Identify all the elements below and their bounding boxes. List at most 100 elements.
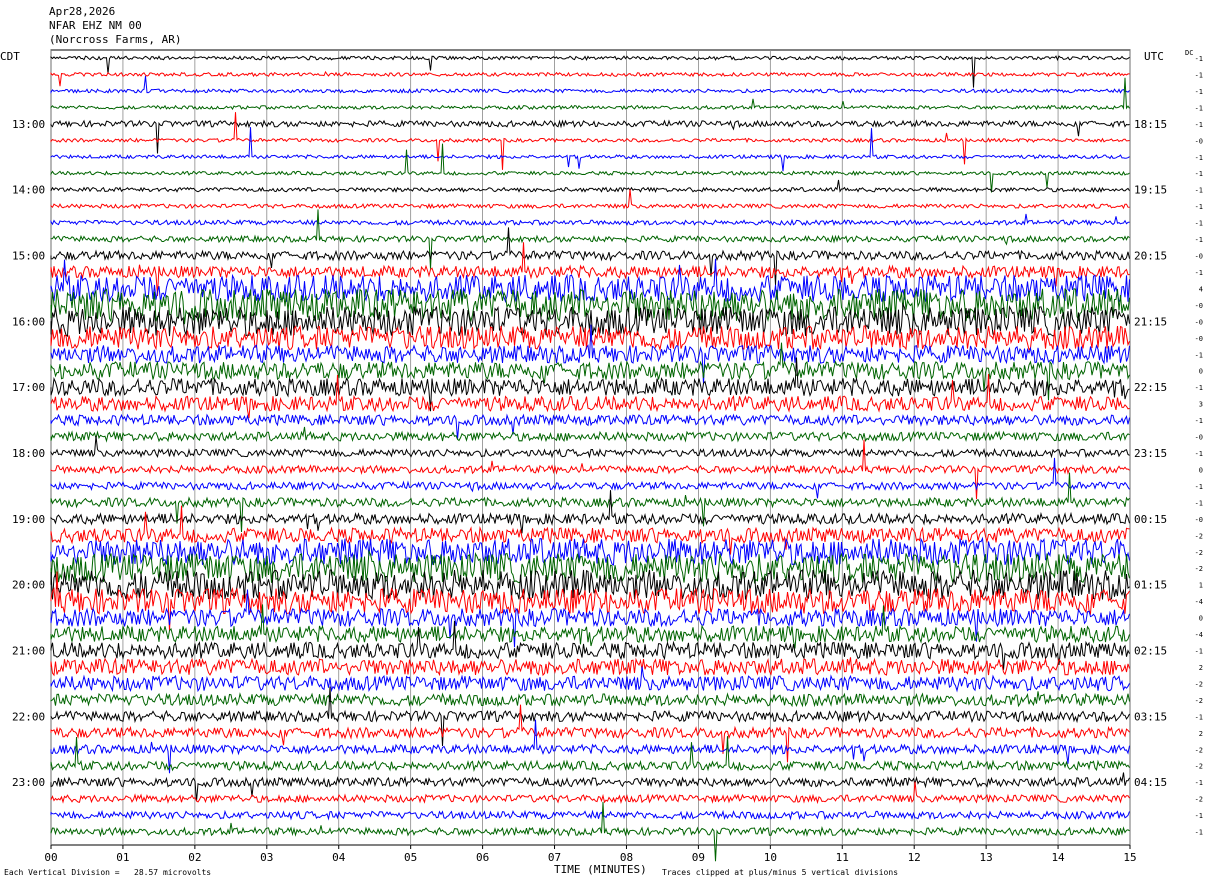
trace-36 [50,620,1130,670]
trace-26 [50,457,1130,499]
trace-5 [50,112,1130,170]
dc-offset-8: -1 [1195,187,1203,195]
x-tick-label-15: 15 [1123,851,1136,864]
dc-offset-32: 1 [1199,582,1203,590]
trace-9 [50,189,1130,210]
dc-offset-13: -1 [1195,269,1203,277]
dc-offset-31: -2 [1195,565,1203,573]
dc-offset-15: -0 [1195,302,1203,310]
trace-44 [50,772,1130,802]
right-hour-label: 22:15 [1134,381,1167,394]
location-label: (Norcross Farms, AR) [49,33,182,46]
dc-offset-7: -1 [1195,170,1203,178]
right-hour-label: 01:15 [1134,579,1167,592]
dc-offset-29: -2 [1195,532,1203,540]
dc-offset-19: 0 [1199,368,1203,376]
dc-offset-37: 2 [1199,664,1203,672]
right-timezone-label: UTC [1144,50,1164,63]
x-tick-label-03: 03 [260,851,273,864]
trace-33 [50,571,1130,631]
right-hour-label: 19:15 [1134,184,1167,197]
trace-46 [50,809,1130,821]
dc-offset-10: -1 [1195,220,1203,228]
right-hour-label: 00:15 [1134,513,1167,526]
left-hour-label: 21:00 [12,645,45,658]
x-tick-label-14: 14 [1051,851,1065,864]
trace-29 [50,505,1130,555]
dc-offset-34: 0 [1199,615,1203,623]
dc-offset-26: -1 [1195,483,1203,491]
dc-offset-44: -1 [1195,779,1203,787]
trace-20 [50,357,1130,412]
trace-0 [50,55,1130,88]
x-tick-label-08: 08 [620,851,633,864]
x-tick-label-01: 01 [116,851,129,864]
trace-19 [50,342,1130,401]
left-hour-label: 18:00 [12,447,45,460]
dc-offset-45: -2 [1195,796,1203,804]
trace-15 [50,288,1130,325]
trace-42 [50,719,1130,774]
trace-3 [50,77,1130,111]
trace-21 [50,373,1130,419]
scale-note: Each Vertical Division = 28.57 microvolt… [4,868,212,877]
dc-offset-9: -1 [1195,203,1203,211]
left-hour-label: 13:00 [12,118,45,131]
dc-column-label: DC [1185,49,1194,57]
trace-10 [50,213,1130,227]
dc-offset-2: -1 [1195,88,1203,96]
x-tick-label-12: 12 [908,851,921,864]
x-axis-title: TIME (MINUTES) [554,863,647,876]
trace-4 [50,119,1130,154]
dc-offset-17: -0 [1195,335,1203,343]
trace-30 [50,536,1130,567]
trace-12 [50,227,1130,286]
dc-offset-0: -1 [1195,55,1203,63]
trace-39 [50,691,1130,708]
left-hour-label: 14:00 [12,184,45,197]
trace-8 [50,179,1130,193]
dc-offset-30: -2 [1195,549,1203,557]
x-tick-label-09: 09 [692,851,705,864]
trace-18 [50,324,1130,384]
dc-offset-3: -1 [1195,104,1203,112]
trace-47 [50,801,1130,862]
dc-offset-5: -0 [1195,137,1203,145]
trace-40 [50,686,1130,747]
dc-offset-47: -1 [1195,829,1203,837]
date-label: Apr28,2026 [49,5,116,18]
dc-offset-40: -1 [1195,713,1203,721]
trace-43 [50,736,1130,772]
dc-offset-42: -2 [1195,746,1203,754]
x-tick-label-10: 10 [764,851,777,864]
x-tick-label-05: 05 [404,851,417,864]
left-hour-label: 23:00 [12,776,45,789]
dc-offset-28: -0 [1195,516,1203,524]
x-tick-label-02: 02 [188,851,201,864]
dc-offset-35: -4 [1195,631,1203,639]
dc-offset-39: -2 [1195,697,1203,705]
dc-offset-22: -1 [1195,417,1203,425]
dc-offset-11: -1 [1195,236,1203,244]
trace-1 [50,70,1130,87]
clip-note: Traces clipped at plus/minus 5 vertical … [662,868,899,877]
x-tick-label-07: 07 [548,851,561,864]
trace-38 [50,666,1130,693]
left-timezone-label: CDT [0,50,20,63]
trace-32 [50,569,1130,601]
x-tick-label-06: 06 [476,851,489,864]
trace-6 [50,127,1130,172]
right-hour-label: 23:15 [1134,447,1167,460]
trace-34 [50,589,1130,648]
left-hour-label: 16:00 [12,315,45,328]
trace-35 [50,604,1130,649]
dc-offset-6: -1 [1195,154,1203,162]
trace-11 [50,209,1130,269]
dc-offset-14: 4 [1199,285,1203,293]
dc-offset-27: -1 [1195,499,1203,507]
right-hour-label: 03:15 [1134,710,1167,723]
trace-27 [50,472,1130,533]
dc-offset-38: -2 [1195,680,1203,688]
right-hour-label: 20:15 [1134,250,1167,263]
